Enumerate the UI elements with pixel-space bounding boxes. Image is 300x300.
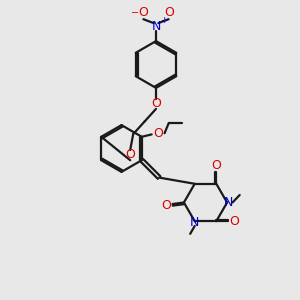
Text: O: O [230, 215, 239, 228]
Text: N: N [151, 20, 161, 33]
Text: O: O [125, 148, 135, 161]
Text: O: O [154, 127, 164, 140]
Text: N: N [190, 216, 200, 229]
Text: N: N [224, 196, 233, 209]
Text: O: O [164, 6, 174, 19]
Text: O: O [151, 97, 161, 110]
Text: O: O [161, 199, 171, 212]
Text: O: O [138, 6, 148, 19]
Text: −: − [131, 8, 139, 18]
Text: +: + [160, 16, 167, 25]
Text: O: O [212, 159, 221, 172]
